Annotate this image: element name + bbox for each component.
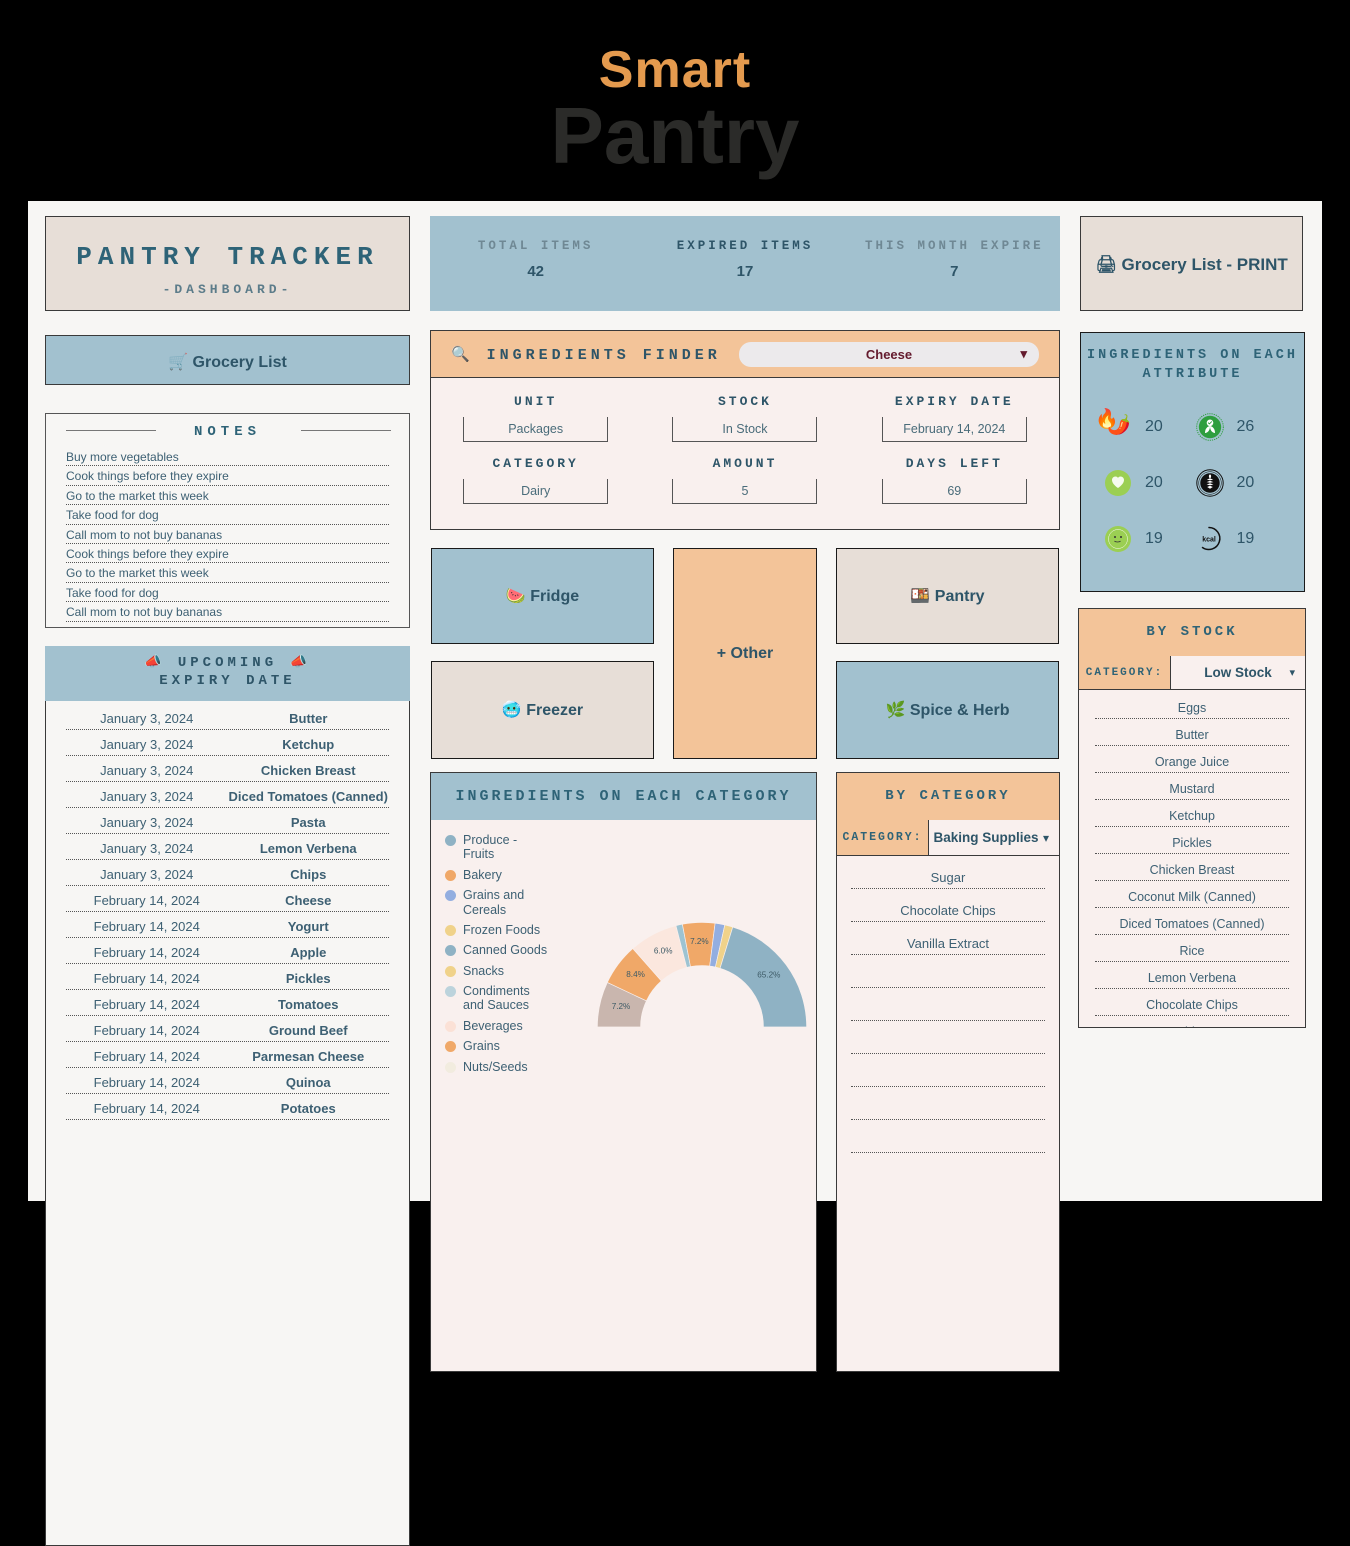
svg-text:65.2%: 65.2% — [757, 971, 780, 980]
svg-text:8.4%: 8.4% — [626, 970, 645, 979]
svg-text:7.2%: 7.2% — [612, 1002, 631, 1011]
svg-text:6.0%: 6.0% — [654, 947, 673, 956]
svg-text:kcal: kcal — [1202, 536, 1216, 543]
svg-text:7.2%: 7.2% — [690, 937, 709, 946]
